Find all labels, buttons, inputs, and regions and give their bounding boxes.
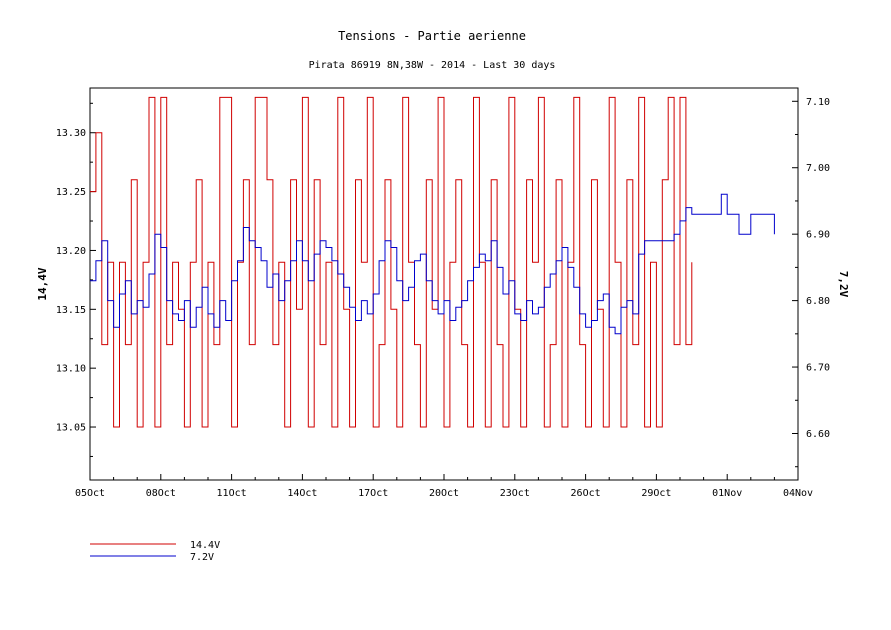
- series-line-14-4v: [90, 96, 693, 428]
- chart-subtitle: Pirata 86919 8N,38W - 2014 - Last 30 day…: [309, 60, 556, 71]
- series-layer: [90, 96, 775, 428]
- x-tick-label: 08Oct: [146, 488, 176, 499]
- right-tick-label: 6.90: [806, 230, 830, 241]
- left-axis: 13.05 13.10 13.15 13.20 13.25 13.30: [56, 102, 96, 457]
- x-tick-label: 20Oct: [429, 488, 459, 499]
- x-tick-label: 29Oct: [641, 488, 671, 499]
- right-axis-label: 7,2V: [837, 271, 850, 298]
- x-tick-label: 11Oct: [217, 488, 247, 499]
- left-axis-label: 14,4V: [36, 267, 49, 300]
- left-tick-label: 13.30: [56, 128, 86, 139]
- left-tick-label: 13.10: [56, 364, 86, 375]
- x-tick-label: 17Oct: [358, 488, 388, 499]
- left-tick-label: 13.25: [56, 187, 86, 198]
- legend: 14.4V 7.2V: [90, 540, 220, 563]
- right-tick-label: 7.00: [806, 163, 830, 174]
- left-tick-label: 13.20: [56, 246, 86, 257]
- right-tick-label: 6.70: [806, 363, 830, 374]
- right-tick-label: 6.80: [806, 296, 830, 307]
- legend-label-14-4v: 14.4V: [190, 540, 220, 551]
- x-tick-label: 14Oct: [287, 488, 317, 499]
- x-tick-label: 05Oct: [75, 488, 105, 499]
- x-tick-label: 23Oct: [500, 488, 530, 499]
- chart-title: Tensions - Partie aerienne: [338, 29, 526, 43]
- x-tick-label: 04Nov: [783, 488, 813, 499]
- right-tick-label: 6.60: [806, 429, 830, 440]
- right-tick-label: 7.10: [806, 97, 830, 108]
- left-tick-label: 13.15: [56, 305, 86, 316]
- x-tick-label: 26Oct: [571, 488, 601, 499]
- right-axis: 6.60 6.70 6.80 6.90 7.00 7.10: [792, 97, 830, 468]
- x-axis: 05Oct 08Oct 11Oct 14Oct 17Oct 20Oct 23Oct 26Oct…: [75, 474, 813, 499]
- series-line-7-2v: [90, 193, 775, 335]
- x-tick-label: 01Nov: [712, 488, 742, 499]
- left-tick-label: 13.05: [56, 423, 86, 434]
- legend-label-7-2v: 7.2V: [190, 552, 214, 563]
